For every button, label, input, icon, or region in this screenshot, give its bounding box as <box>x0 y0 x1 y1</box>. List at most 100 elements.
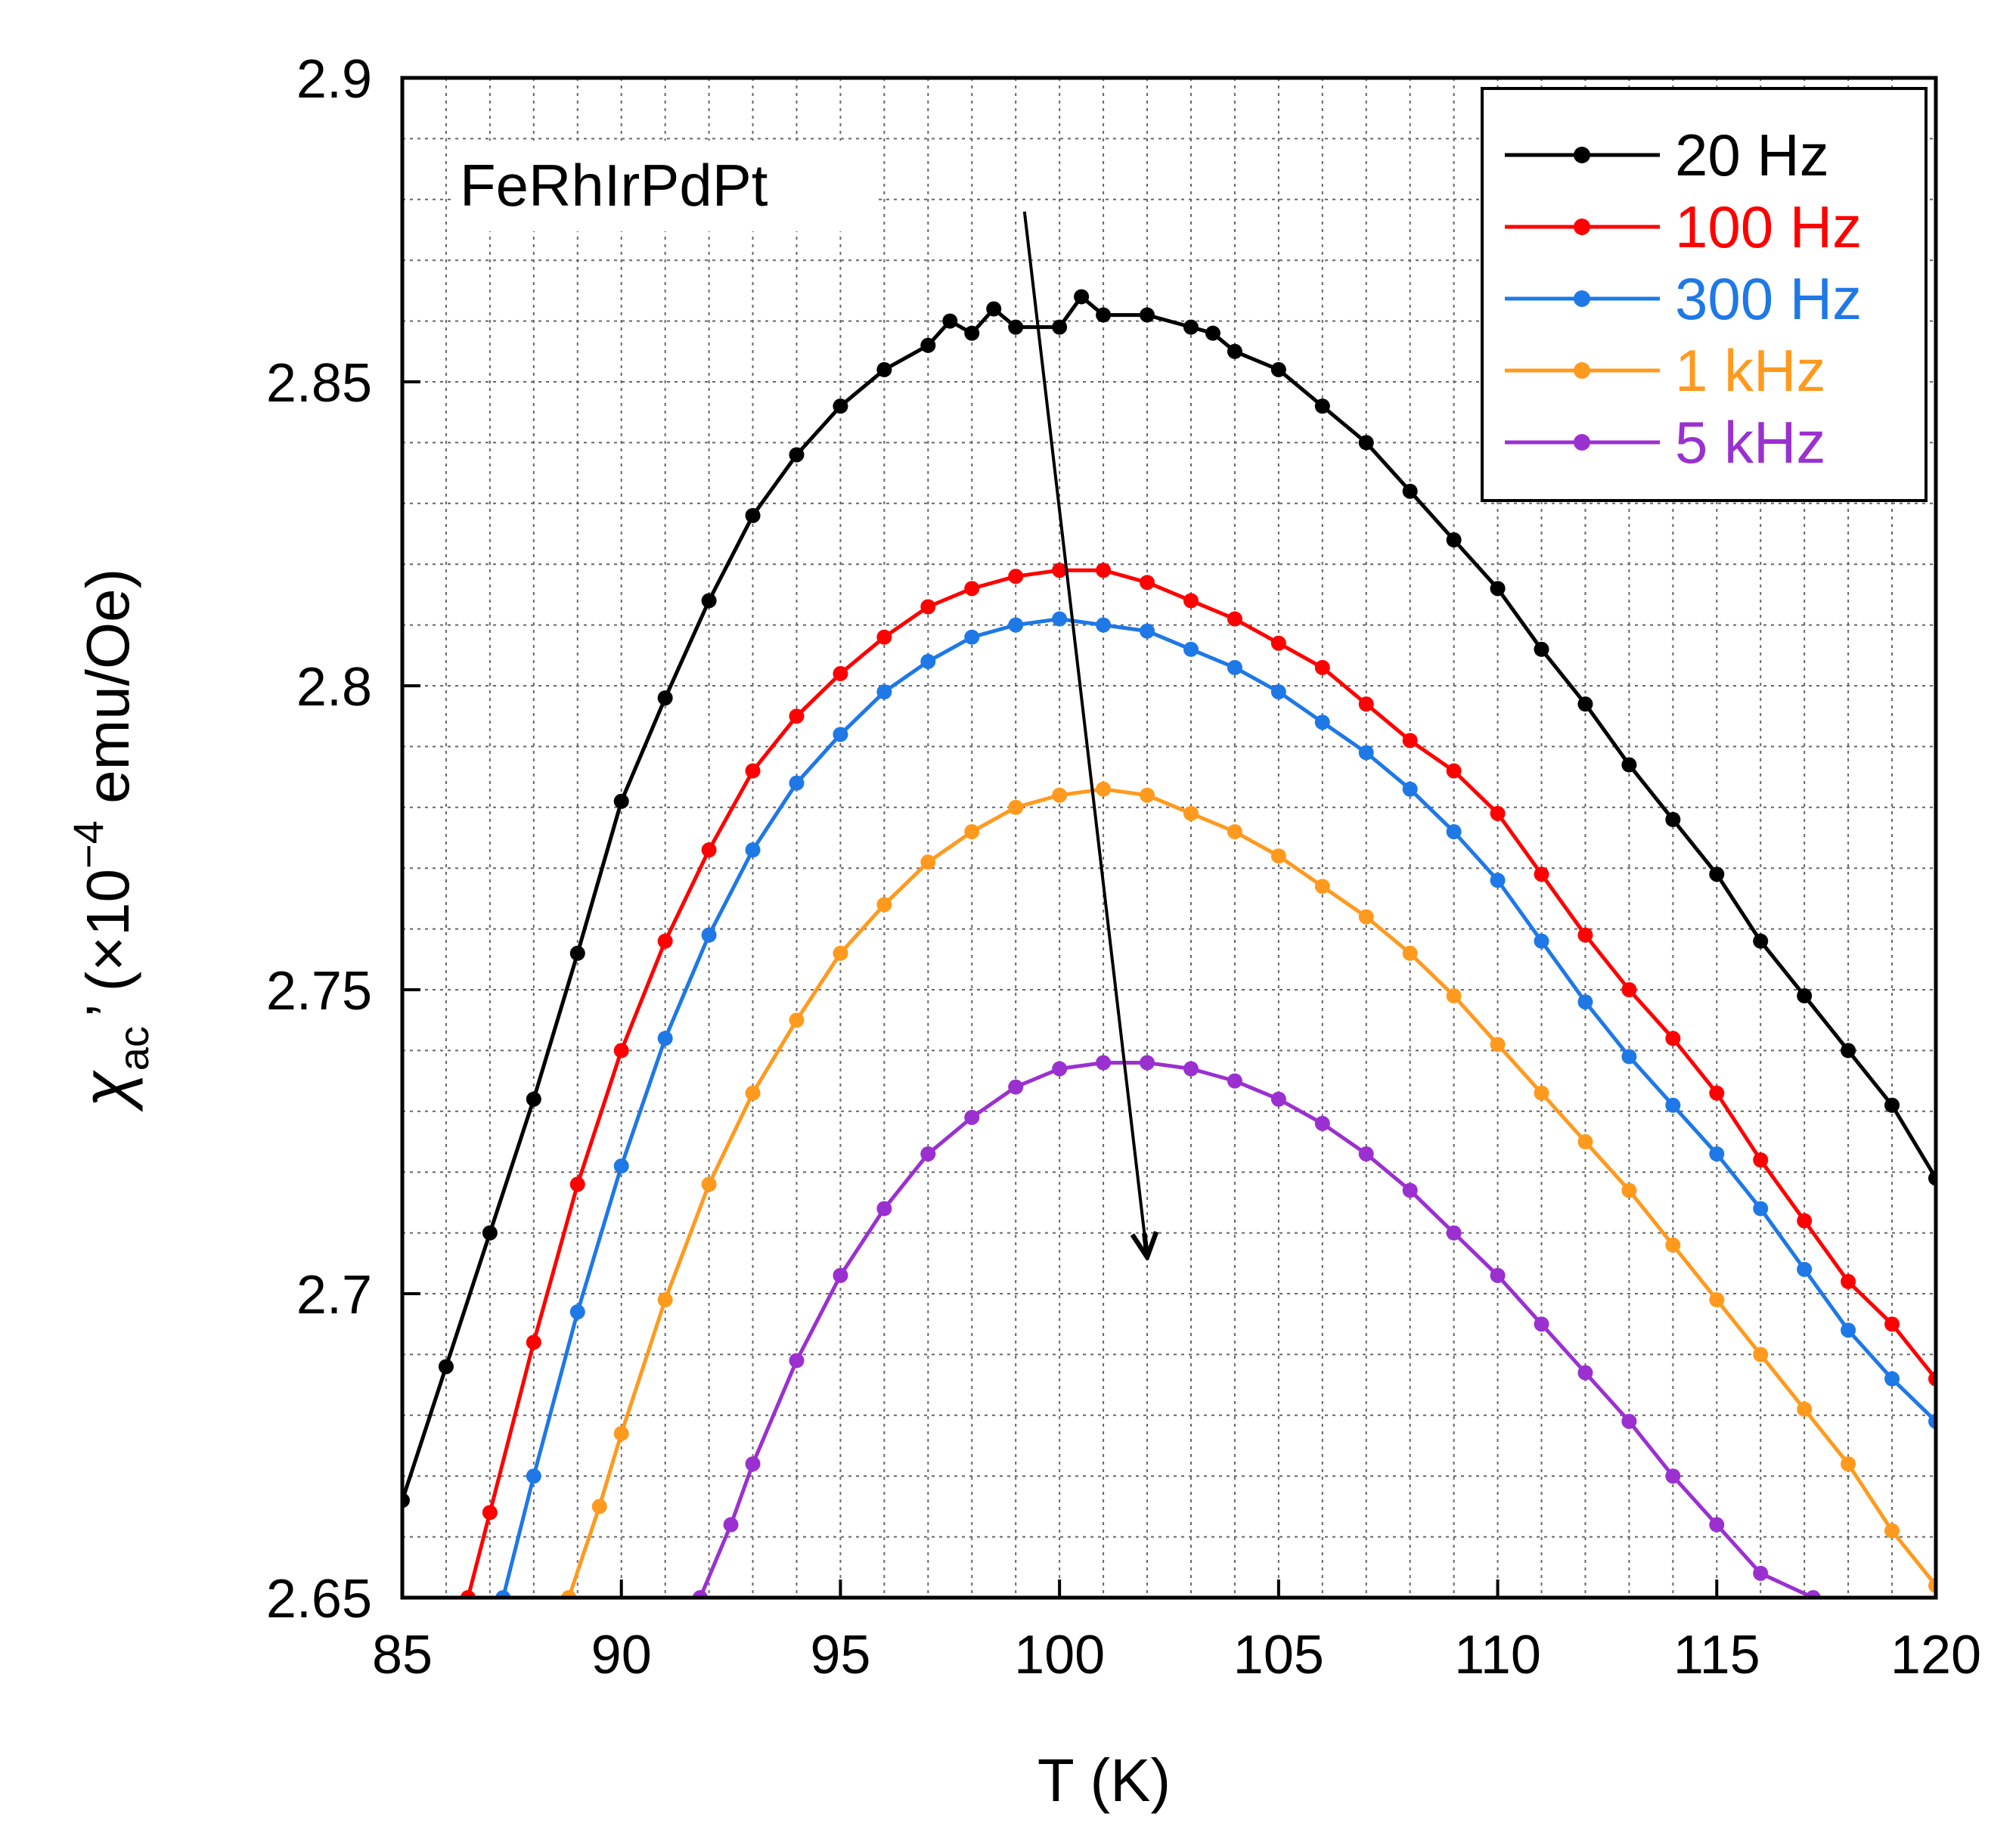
y-tick-label: 2.85 <box>266 353 372 414</box>
data-point <box>1446 988 1462 1004</box>
data-point <box>745 1456 761 1472</box>
series-layer <box>402 289 1936 1598</box>
legend-label: 20 Hz <box>1675 122 1829 188</box>
data-point <box>1709 1292 1725 1308</box>
data-point <box>1534 641 1549 657</box>
data-point <box>1577 927 1593 943</box>
data-point <box>964 823 980 839</box>
data-point <box>833 665 848 681</box>
data-point <box>701 1177 717 1192</box>
data-point <box>613 1425 629 1441</box>
data-point <box>657 1292 673 1308</box>
data-point <box>1709 1517 1725 1533</box>
data-point <box>1183 319 1199 335</box>
data-point <box>569 1304 585 1320</box>
data-point <box>657 933 673 949</box>
data-point <box>789 708 805 724</box>
data-point <box>833 398 848 414</box>
data-point <box>1797 988 1813 1004</box>
data-point <box>1358 745 1374 761</box>
data-point <box>833 945 848 961</box>
data-point <box>920 1146 936 1162</box>
data-point <box>1402 483 1418 499</box>
data-point <box>1534 933 1549 949</box>
data-point <box>1314 659 1330 675</box>
series-line-300-hz <box>501 617 1936 1598</box>
data-point <box>657 690 673 706</box>
data-point <box>1753 1347 1769 1363</box>
data-point <box>986 301 1002 317</box>
data-point <box>833 727 848 742</box>
y-axis-symbol: χ <box>68 1069 143 1112</box>
data-point <box>745 1085 761 1101</box>
data-point <box>723 1517 739 1533</box>
data-point <box>1270 848 1286 864</box>
data-point <box>1490 873 1506 888</box>
data-point <box>1052 787 1068 803</box>
data-point <box>482 1505 498 1521</box>
series-line-100-hz <box>466 568 1936 1598</box>
data-point <box>920 854 936 870</box>
data-point <box>1841 1043 1856 1059</box>
data-point <box>1621 757 1637 773</box>
data-point <box>1052 563 1068 578</box>
data-point <box>1402 733 1418 749</box>
data-point <box>526 1091 541 1107</box>
data-point <box>1884 1371 1900 1387</box>
legend-label: 1 kHz <box>1675 337 1825 404</box>
data-point <box>1270 635 1286 651</box>
data-point <box>1797 1261 1813 1277</box>
data-point <box>591 1499 607 1514</box>
data-point <box>1621 1413 1637 1429</box>
legend-item-5-khz: 5 kHz <box>1505 409 1825 476</box>
x-axis-title: T (K) <box>1037 1747 1171 1814</box>
data-point <box>1753 933 1769 949</box>
data-point <box>876 684 892 700</box>
data-point <box>1140 307 1155 323</box>
data-point <box>745 842 761 858</box>
data-point <box>526 1468 541 1484</box>
data-point <box>1534 1085 1549 1101</box>
data-point <box>701 927 717 943</box>
y-axis-title: χac ’ (×10−4 emu/Oe) <box>64 569 157 1113</box>
data-point <box>1534 1316 1549 1332</box>
data-point <box>920 337 936 353</box>
data-point <box>1074 289 1090 305</box>
data-point <box>964 1109 980 1125</box>
data-point <box>1096 1055 1112 1071</box>
data-point <box>1577 1134 1593 1149</box>
data-point <box>1008 569 1024 584</box>
data-point <box>526 1335 541 1350</box>
data-point <box>613 1158 629 1174</box>
data-point <box>1446 1225 1462 1241</box>
data-point <box>1797 1213 1813 1229</box>
data-point <box>1665 1031 1681 1046</box>
plot-frame <box>400 76 1938 1600</box>
data-point <box>1358 435 1374 451</box>
data-point <box>1008 617 1024 633</box>
data-point <box>1753 1152 1769 1168</box>
data-point <box>789 1353 805 1369</box>
data-point <box>1183 1061 1199 1077</box>
data-point <box>1314 715 1330 730</box>
data-point <box>920 653 936 669</box>
data-point <box>1490 805 1506 821</box>
x-tick-label: 95 <box>810 1625 870 1685</box>
data-point <box>964 325 980 341</box>
data-point <box>1841 1322 1856 1338</box>
data-point <box>1402 1183 1418 1198</box>
data-point <box>1096 307 1112 323</box>
legend-label: 100 Hz <box>1675 194 1862 260</box>
legend-swatch-marker <box>1574 434 1590 451</box>
data-point <box>1227 659 1242 675</box>
data-point <box>1008 799 1024 815</box>
data-point <box>1183 593 1199 609</box>
data-point <box>1227 1073 1242 1089</box>
data-point <box>1270 684 1286 700</box>
data-point <box>569 945 585 961</box>
data-point <box>1402 781 1418 797</box>
data-point <box>701 842 717 858</box>
data-point <box>876 897 892 913</box>
data-point <box>1140 787 1155 803</box>
